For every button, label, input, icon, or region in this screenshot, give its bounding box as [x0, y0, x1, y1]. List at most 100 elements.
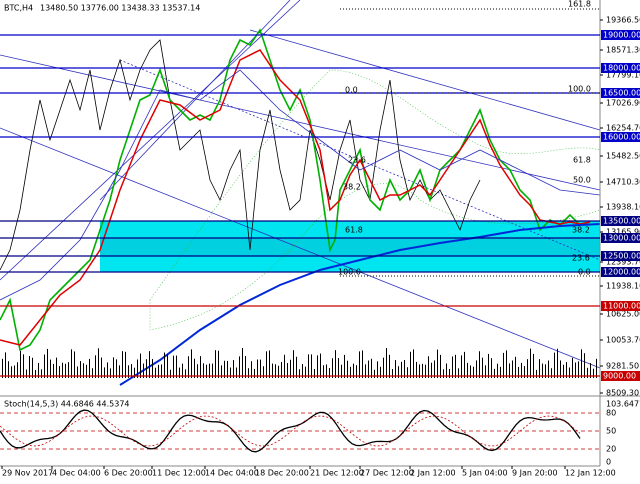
- moving-average-fast: [0, 49, 591, 346]
- volume-bar: [131, 364, 132, 378]
- volume-bar: [542, 363, 543, 378]
- volume-bar: [572, 357, 573, 378]
- volume-bar: [320, 353, 321, 378]
- price-label: 18571.30: [606, 46, 640, 55]
- price-label: 15482.50: [606, 152, 640, 161]
- volume-bar: [590, 363, 591, 378]
- volume-bar: [110, 368, 111, 378]
- volume-bar: [341, 364, 342, 378]
- volume-bar: [488, 353, 489, 378]
- volume-bar: [464, 351, 465, 378]
- volume-bar: [452, 356, 453, 378]
- level-box: [601, 267, 640, 277]
- fib-label: 100.0: [568, 85, 591, 94]
- volume-bar: [293, 350, 294, 378]
- volume-bar: [437, 349, 438, 378]
- fib-label: 61.8: [573, 156, 591, 165]
- volume-bar: [353, 363, 354, 378]
- volume-bar: [257, 359, 258, 378]
- level-label: 18000.00: [603, 64, 640, 73]
- volume-bar: [251, 361, 252, 378]
- volume-bar: [584, 353, 585, 378]
- price-label: 14710.30: [606, 178, 640, 187]
- fib-label: 161.8: [568, 0, 591, 9]
- chart-ohlc: 13480.50 13776.00 13438.33 13537.14: [40, 4, 200, 13]
- price-label: 9281.50: [606, 362, 639, 371]
- volume-bar: [83, 363, 84, 378]
- fib-label: 0.0: [345, 86, 358, 95]
- time-label: 11 Dec 12:00: [152, 469, 206, 478]
- volume-bar: [410, 351, 411, 378]
- volume-bar: [263, 366, 264, 378]
- volume-bar: [533, 353, 534, 378]
- volume-bar: [113, 357, 114, 378]
- volume-bar: [116, 359, 117, 378]
- volume-bar: [413, 349, 414, 378]
- price-label: 8509.30: [606, 389, 639, 398]
- volume-bar: [140, 353, 141, 378]
- time-label: 12 Jan 12:00: [565, 469, 616, 478]
- volume-bar: [479, 351, 480, 378]
- volume-bar: [119, 365, 120, 378]
- level-box: [601, 371, 640, 381]
- level-box: [601, 251, 640, 261]
- volume-bar: [230, 367, 231, 378]
- volume-bar: [431, 362, 432, 378]
- volume-bar: [5, 352, 6, 378]
- volume-bar: [578, 361, 579, 378]
- moving-average-slow: [119, 223, 601, 386]
- volume-bar: [176, 355, 177, 378]
- volume-bar: [497, 363, 498, 378]
- volume-bar: [254, 368, 255, 378]
- stoch-axis-label: 50: [606, 427, 616, 436]
- volume-bar: [524, 366, 525, 378]
- volume-bar: [236, 367, 237, 378]
- volume-bar: [362, 350, 363, 378]
- volume-bar: [440, 354, 441, 378]
- volume-bar: [365, 364, 366, 378]
- volume-bar: [89, 358, 90, 378]
- level-label: 16000.00: [603, 133, 640, 142]
- volume-bar: [371, 358, 372, 378]
- volume-bar: [26, 369, 27, 378]
- volume-bar: [92, 368, 93, 378]
- volume-bar: [326, 364, 327, 378]
- volume-bar: [566, 362, 567, 378]
- volume-bar: [191, 349, 192, 378]
- volume-bar: [239, 356, 240, 378]
- fib-label: 61.8: [345, 226, 363, 235]
- volume-bar: [98, 348, 99, 378]
- volume-bar: [221, 365, 222, 378]
- volume-bar: [575, 362, 576, 378]
- volume-bar: [596, 358, 597, 378]
- volume-bar: [557, 348, 558, 378]
- volume-bar: [494, 368, 495, 378]
- volume-bar: [77, 366, 78, 378]
- stoch-title: Stoch(14,5,3) 44.6846 44.5374: [4, 400, 130, 409]
- level-box: [601, 63, 640, 73]
- price-label: 12393.70: [606, 258, 640, 267]
- fib-label: 23.6: [572, 254, 590, 263]
- time-label: 18 Dec 20:00: [255, 469, 309, 478]
- chart-symbol: BTC,H4: [4, 4, 33, 13]
- volume-bar: [224, 360, 225, 378]
- volume-bar: [404, 359, 405, 378]
- volume-bar: [149, 351, 150, 378]
- stochastic-panel: 103.647780 50 20 0: [0, 400, 640, 467]
- stoch-axis-label: 80: [606, 409, 616, 418]
- volume-bar: [461, 355, 462, 378]
- volume-bar: [311, 354, 312, 378]
- price-label: 13165.90: [606, 228, 640, 237]
- level-box: [601, 233, 640, 243]
- volume-bar: [56, 357, 57, 378]
- volume-bar: [470, 365, 471, 378]
- volume-bar: [146, 359, 147, 378]
- volume-bar: [53, 363, 54, 378]
- volume-bar: [194, 358, 195, 378]
- volume-bar: [473, 366, 474, 378]
- volume-bar: [152, 358, 153, 378]
- level-label: 11000.00: [603, 302, 640, 311]
- volume-bar: [248, 368, 249, 378]
- volume-bar: [260, 359, 261, 378]
- volume-bar: [368, 360, 369, 378]
